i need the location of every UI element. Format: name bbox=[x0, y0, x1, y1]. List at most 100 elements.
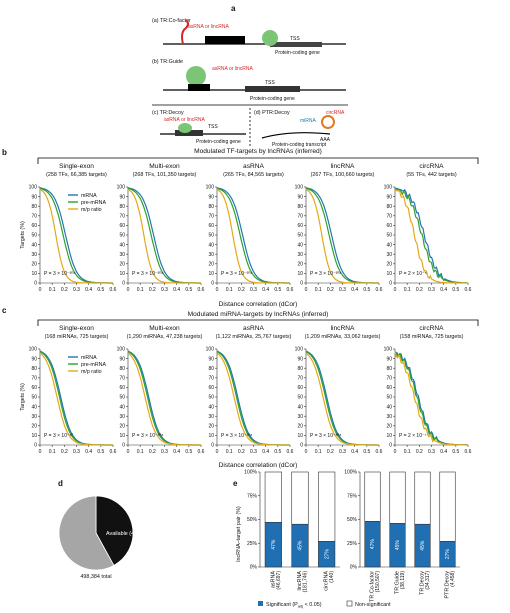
tss-label: TSS bbox=[290, 36, 300, 42]
y-tick-label: 50% bbox=[347, 517, 358, 523]
p-value: P = 2 × 10⁻⁵ bbox=[399, 271, 427, 277]
y-tick-label: 70 bbox=[386, 376, 392, 382]
category-label: TR:Decoy bbox=[420, 571, 426, 595]
y-tick-label: 0% bbox=[250, 565, 258, 571]
y-tick-label: 50 bbox=[31, 233, 37, 239]
x-tick-label: 0.6 bbox=[287, 287, 294, 293]
gene-label: Protein-coding gene bbox=[275, 50, 320, 56]
y-tick-label: 40 bbox=[208, 242, 214, 248]
subplot-asrna: asRNA (265 TFs, 84,565 targets) 0 10 20 30 40 5… bbox=[206, 163, 294, 293]
scheme-title: (c) TR:Decoy bbox=[152, 110, 184, 116]
y-tick-label: 75% bbox=[247, 493, 258, 499]
p-value: P = 3 × 10⁻³⁰⁸ bbox=[310, 433, 341, 439]
y-tick-label: 20 bbox=[208, 424, 214, 430]
x-tick-label: 0.2 bbox=[327, 287, 334, 293]
y-tick-label: 60 bbox=[386, 385, 392, 391]
panel-label-c: c bbox=[2, 306, 7, 315]
subplot-title: lincRNA bbox=[331, 163, 355, 170]
y-tick-label: 60 bbox=[31, 223, 37, 229]
scheme-title: (a) TR:Co-factor bbox=[152, 18, 191, 24]
y-tick-label: 90 bbox=[297, 356, 303, 362]
x-tick-label: 0.4 bbox=[440, 449, 447, 455]
legend-label: mRNA bbox=[81, 355, 97, 361]
y-tick-label: 70 bbox=[119, 376, 125, 382]
bar-significant bbox=[264, 522, 282, 568]
panel-label-b: b bbox=[2, 148, 7, 157]
y-tick-label: 60 bbox=[297, 385, 303, 391]
subplot-title: asRNA bbox=[243, 163, 264, 170]
y-tick-label: 20 bbox=[386, 424, 392, 430]
y-tick-label: 20 bbox=[386, 262, 392, 268]
series-line-pre-mrna bbox=[305, 351, 379, 446]
y-tick-label: 20 bbox=[119, 262, 125, 268]
x-tick-label: 0.4 bbox=[85, 449, 92, 455]
x-tick-label: 0.6 bbox=[376, 449, 383, 455]
panel-b-plots: Single-exon (258 TFs, 66,385 targets) 0 10 2… bbox=[20, 163, 472, 293]
y-tick-label: 10 bbox=[31, 433, 37, 439]
x-tick-label: 0.1 bbox=[226, 287, 233, 293]
x-tick-label: 0.3 bbox=[73, 287, 80, 293]
y-tick-label: 50 bbox=[297, 395, 303, 401]
y-tick-label: 20 bbox=[119, 424, 125, 430]
tss-label: TSS bbox=[208, 124, 218, 130]
x-tick-label: 0.1 bbox=[49, 449, 56, 455]
y-tick-label: 70 bbox=[297, 214, 303, 220]
x-tick-label: 0.1 bbox=[49, 287, 56, 293]
subplot-subtitle: (1,290 miRNAs, 47,238 targets) bbox=[127, 334, 203, 340]
y-tick-label: 100 bbox=[295, 185, 304, 191]
series-line-m-p-ratio bbox=[394, 351, 468, 446]
y-tick-label: 25% bbox=[247, 541, 258, 547]
bar-significant bbox=[364, 521, 381, 568]
category-count: (150,507) bbox=[375, 571, 381, 593]
y-tick-label: 30 bbox=[297, 414, 303, 420]
panel-b-header: Modulated TF-targets by lncRNAs (inferre… bbox=[194, 148, 322, 155]
y-tick-label: 0 bbox=[389, 281, 392, 287]
subplot-lincrna: lincRNA (1,209 miRNAs, 33,062 targets) 0 10… bbox=[295, 325, 383, 455]
series-line-m-p-ratio bbox=[216, 188, 290, 284]
x-tick-label: 0.2 bbox=[238, 287, 245, 293]
subplot-subtitle: (268 TFs, 101,350 targets) bbox=[133, 172, 197, 178]
y-tick-label: 0 bbox=[389, 443, 392, 449]
y-tick-label: 100% bbox=[344, 470, 357, 476]
y-tick-label: 60 bbox=[119, 223, 125, 229]
x-tick-label: 0.5 bbox=[97, 287, 104, 293]
pie-slice-other bbox=[58, 495, 115, 571]
y-tick-label: 80 bbox=[386, 366, 392, 372]
y-tick-label: 75% bbox=[347, 493, 358, 499]
y-tick-label: 40 bbox=[386, 242, 392, 248]
x-tick-label: 0 bbox=[127, 287, 130, 293]
y-tick-label: 25% bbox=[347, 541, 358, 547]
y-tick-label: 90 bbox=[208, 356, 214, 362]
x-tick-label: 0.5 bbox=[97, 449, 104, 455]
subplot-subtitle: (158 miRNAs, 725 targets) bbox=[400, 334, 464, 340]
y-tick-label: 30 bbox=[119, 414, 125, 420]
panel-a-scheme-decoy: (c) TR:Decoy asRNA or lincRNA TSS Protei… bbox=[152, 110, 246, 145]
subplot-single-exon: Single-exon (258 TFs, 66,385 targets) 0 10 2… bbox=[20, 163, 117, 293]
x-tick-label: 0.1 bbox=[404, 449, 411, 455]
x-tick-label: 0.5 bbox=[185, 449, 192, 455]
category-count: (140) bbox=[329, 571, 335, 583]
legend-nonsig-label: Non-significant bbox=[355, 602, 391, 608]
category-label: asRNA bbox=[270, 571, 276, 588]
y-tick-label: 70 bbox=[208, 376, 214, 382]
y-tick-label: 90 bbox=[386, 194, 392, 200]
y-tick-label: 40 bbox=[119, 242, 125, 248]
series-line-mrna bbox=[394, 187, 469, 284]
scheme-title: (b) TR:Guide bbox=[152, 59, 183, 65]
x-tick-label: 0.2 bbox=[149, 449, 156, 455]
subplot-lincrna: lincRNA (267 TFs, 100,660 targets) 0 10 20 30… bbox=[295, 163, 383, 293]
series-line-m-p-ratio bbox=[305, 188, 379, 284]
x-tick-label: 0.3 bbox=[339, 287, 346, 293]
y-tick-label: 100 bbox=[117, 185, 126, 191]
scheme-rna-label: asRNA or lincRNA bbox=[164, 117, 206, 123]
y-tick-label: 70 bbox=[297, 376, 303, 382]
p-value: P = 3 × 10⁻³⁰⁸ bbox=[221, 433, 252, 439]
y-tick-label: 90 bbox=[119, 194, 125, 200]
y-tick-label: 30 bbox=[386, 414, 392, 420]
bar-nonsignificant bbox=[439, 471, 456, 542]
y-tick-label: 10 bbox=[297, 271, 303, 277]
x-tick-label: 0.6 bbox=[376, 287, 383, 293]
scheme-rna-label: asRNA or lincRNA bbox=[212, 66, 254, 72]
y-tick-label: 60 bbox=[119, 385, 125, 391]
